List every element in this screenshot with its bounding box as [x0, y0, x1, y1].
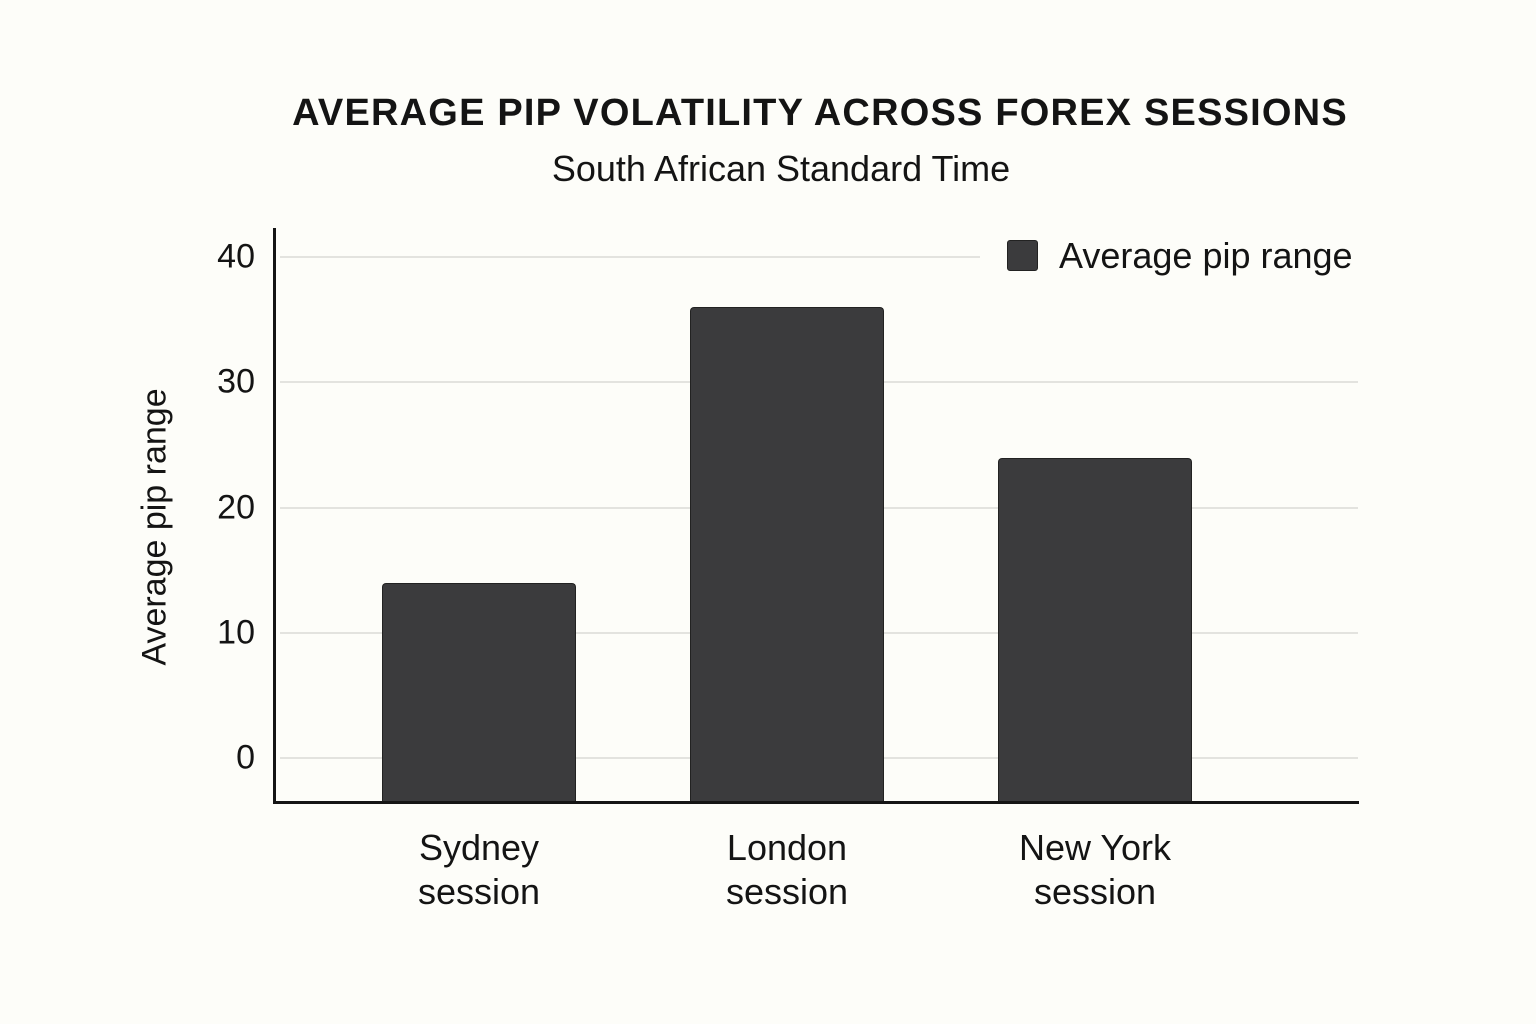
chart-subtitle: South African Standard Time — [551, 148, 1011, 189]
legend-swatch-icon — [1007, 240, 1038, 271]
x-tick-label-line: session — [417, 871, 541, 912]
x-tick-label: New York session — [965, 826, 1225, 914]
x-tick-label-line: session — [725, 871, 849, 912]
y-tick-label: 0 — [236, 738, 255, 777]
x-axis-line — [273, 801, 1359, 804]
chart-title: AVERAGE PIP VOLATILITY ACROSS FOREX SESS… — [292, 92, 1348, 134]
bar-new-york-session — [998, 457, 1192, 802]
y-axis-label: Average pip range — [135, 388, 174, 666]
y-tick-label: 10 — [217, 613, 255, 652]
y-tick-label: 30 — [217, 362, 255, 401]
legend-label: Average pip range — [1059, 235, 1353, 276]
x-tick-label-line: London — [726, 827, 848, 868]
gridline — [280, 256, 1358, 259]
x-tick-label: London session — [657, 826, 917, 914]
bar-london-session — [690, 307, 884, 802]
x-tick-label: Sydney session — [349, 826, 609, 914]
legend-background — [980, 232, 1385, 284]
y-axis-line — [273, 228, 276, 804]
y-tick-label: 20 — [217, 488, 255, 527]
x-tick-label-line: New York — [1018, 827, 1172, 868]
y-tick-label: 40 — [217, 237, 255, 276]
x-tick-label-line: session — [1033, 871, 1157, 912]
bar-sydney-session — [382, 582, 576, 802]
x-tick-label-line: Sydney — [418, 827, 540, 868]
